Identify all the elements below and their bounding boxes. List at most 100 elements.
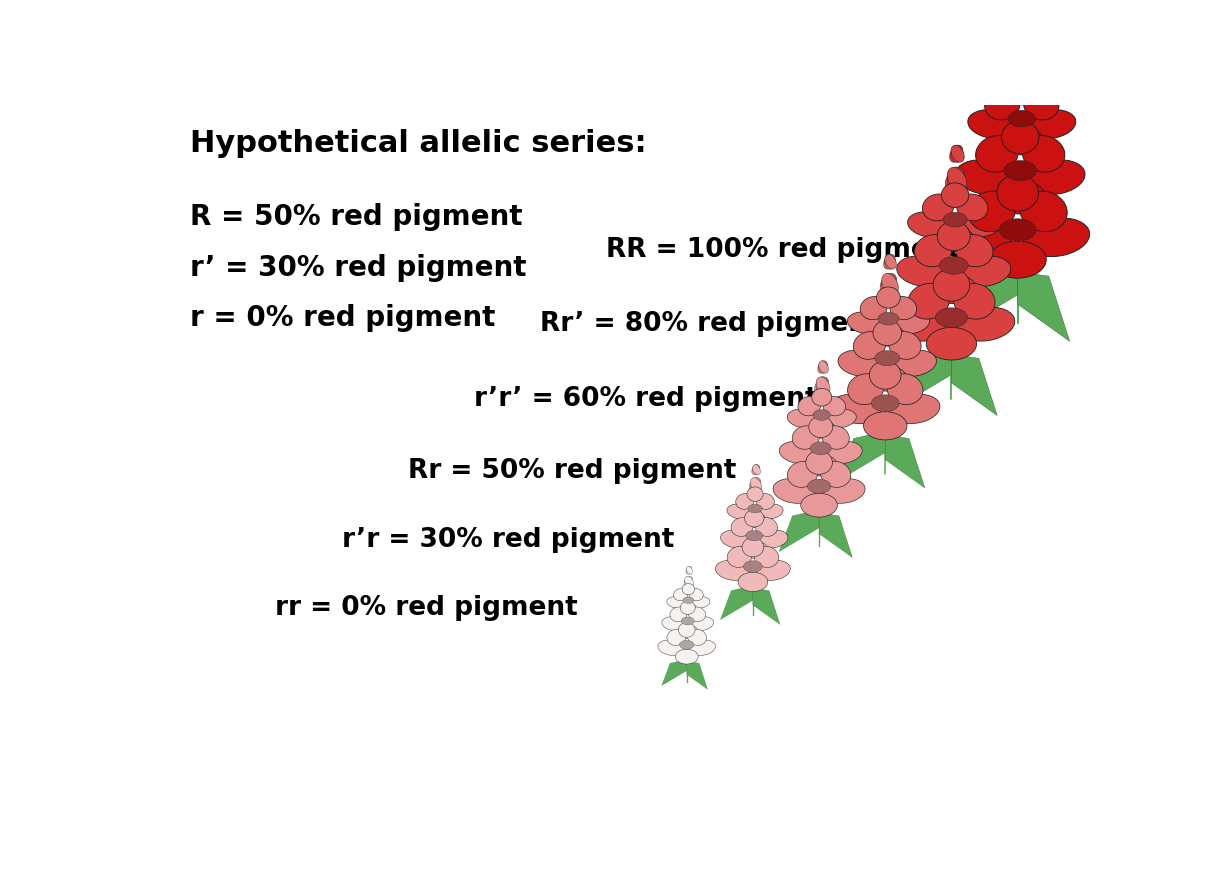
Ellipse shape [804, 455, 837, 476]
Polygon shape [780, 510, 819, 552]
Ellipse shape [959, 256, 1010, 286]
Ellipse shape [976, 136, 1017, 172]
Ellipse shape [815, 377, 828, 395]
Ellipse shape [744, 510, 764, 527]
Ellipse shape [1013, 59, 1033, 88]
Polygon shape [1017, 272, 1070, 342]
Ellipse shape [670, 607, 687, 622]
Ellipse shape [889, 394, 939, 424]
Ellipse shape [887, 374, 924, 405]
Ellipse shape [691, 617, 714, 631]
Ellipse shape [755, 518, 777, 536]
Ellipse shape [939, 257, 969, 274]
Ellipse shape [825, 442, 863, 463]
Ellipse shape [756, 493, 775, 509]
Ellipse shape [884, 254, 897, 269]
Ellipse shape [878, 313, 899, 325]
Text: r’r’ = 60% red pigment: r’r’ = 60% red pigment [473, 385, 817, 412]
Ellipse shape [773, 478, 815, 504]
Ellipse shape [1006, 77, 1037, 105]
Ellipse shape [915, 235, 952, 267]
Ellipse shape [821, 462, 850, 487]
Ellipse shape [831, 394, 881, 424]
Ellipse shape [1002, 121, 1039, 154]
Ellipse shape [681, 601, 695, 614]
Ellipse shape [688, 629, 706, 646]
Ellipse shape [680, 604, 697, 615]
Ellipse shape [742, 538, 764, 557]
Ellipse shape [1015, 34, 1031, 53]
Ellipse shape [908, 284, 949, 319]
Ellipse shape [967, 110, 1017, 138]
Ellipse shape [989, 241, 1047, 279]
Ellipse shape [684, 576, 693, 588]
Ellipse shape [658, 640, 684, 655]
Ellipse shape [683, 597, 694, 604]
Ellipse shape [985, 89, 1020, 120]
Text: RR = 100% red pigment: RR = 100% red pigment [606, 237, 960, 263]
Ellipse shape [687, 566, 692, 574]
Polygon shape [838, 432, 886, 481]
Ellipse shape [876, 287, 900, 308]
Polygon shape [721, 586, 753, 619]
Ellipse shape [682, 583, 694, 595]
Ellipse shape [942, 183, 969, 208]
Ellipse shape [825, 409, 856, 427]
Ellipse shape [1017, 34, 1031, 53]
Ellipse shape [754, 547, 778, 568]
Ellipse shape [756, 561, 791, 581]
Ellipse shape [780, 442, 817, 463]
Ellipse shape [1010, 60, 1032, 87]
Ellipse shape [936, 307, 967, 328]
Ellipse shape [860, 297, 887, 320]
Ellipse shape [753, 464, 760, 475]
Ellipse shape [687, 567, 693, 574]
Ellipse shape [949, 145, 963, 162]
Ellipse shape [867, 366, 906, 392]
Ellipse shape [731, 518, 753, 536]
Ellipse shape [792, 426, 820, 449]
Ellipse shape [813, 410, 831, 420]
Ellipse shape [999, 219, 1036, 241]
Ellipse shape [824, 396, 845, 416]
Ellipse shape [811, 388, 832, 406]
Ellipse shape [727, 547, 752, 568]
Ellipse shape [684, 576, 693, 588]
Ellipse shape [715, 561, 750, 581]
Polygon shape [753, 588, 780, 625]
Ellipse shape [810, 442, 831, 455]
Ellipse shape [817, 361, 827, 373]
Text: r’ = 30% red pigment: r’ = 30% red pigment [190, 253, 527, 281]
Ellipse shape [922, 194, 954, 221]
Ellipse shape [955, 235, 993, 267]
Ellipse shape [688, 607, 705, 622]
Ellipse shape [959, 212, 1003, 237]
Text: Rr = 50% red pigment: Rr = 50% red pigment [407, 457, 736, 484]
Ellipse shape [967, 191, 1015, 231]
Ellipse shape [882, 273, 898, 294]
Ellipse shape [874, 320, 902, 345]
Ellipse shape [747, 487, 764, 501]
Ellipse shape [888, 307, 947, 341]
Ellipse shape [1024, 89, 1059, 120]
Ellipse shape [889, 297, 916, 320]
Text: rr = 0% red pigment: rr = 0% red pigment [276, 595, 578, 620]
Ellipse shape [1000, 127, 1043, 155]
Ellipse shape [808, 420, 836, 438]
Ellipse shape [667, 597, 687, 608]
Ellipse shape [680, 640, 694, 649]
Ellipse shape [684, 576, 694, 588]
Ellipse shape [933, 269, 970, 301]
Ellipse shape [1017, 34, 1032, 53]
Text: R = 50% red pigment: R = 50% red pigment [190, 203, 523, 231]
Ellipse shape [884, 254, 895, 269]
Ellipse shape [787, 462, 817, 487]
Ellipse shape [1026, 110, 1076, 138]
Ellipse shape [947, 167, 965, 192]
Ellipse shape [675, 649, 698, 664]
Ellipse shape [871, 395, 899, 412]
Ellipse shape [954, 284, 996, 319]
Ellipse shape [805, 450, 832, 474]
Polygon shape [952, 354, 997, 415]
Ellipse shape [838, 350, 883, 377]
